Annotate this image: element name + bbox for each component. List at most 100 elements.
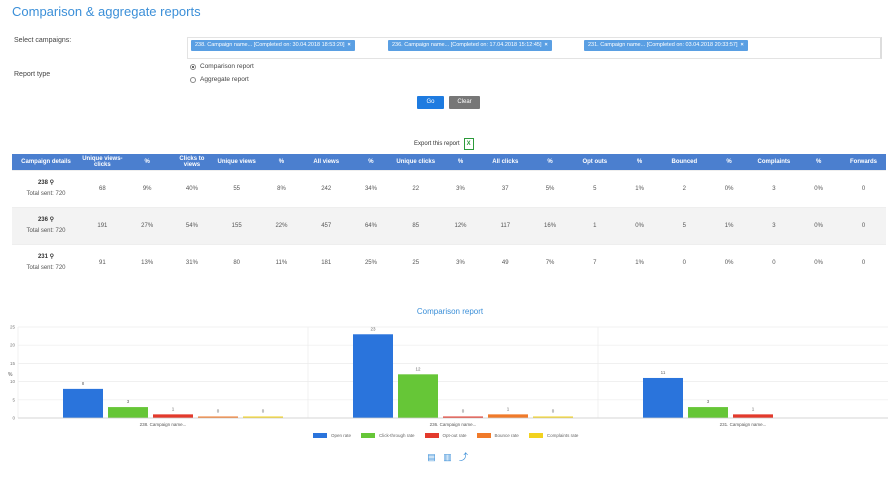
legend-item[interactable]: Bounce rate bbox=[476, 433, 519, 438]
magnifier-icon[interactable]: ⚲ bbox=[49, 217, 55, 223]
column-header: % bbox=[348, 154, 394, 171]
column-header: % bbox=[706, 154, 752, 171]
table-cell: 242 bbox=[303, 170, 349, 208]
campaign-id[interactable]: 238 ⚲ bbox=[37, 180, 55, 186]
total-sent: Total sent: 720 bbox=[26, 265, 66, 271]
data-label: 3 bbox=[707, 399, 710, 404]
column-header: Forwards bbox=[841, 154, 886, 171]
y-tick-label: 5 bbox=[12, 397, 15, 402]
table-cell: 0 bbox=[661, 244, 707, 281]
bar bbox=[443, 416, 483, 418]
legend-swatch bbox=[424, 433, 439, 438]
column-header: % bbox=[527, 154, 573, 171]
table-cell: 1% bbox=[706, 207, 752, 245]
column-header: % bbox=[438, 154, 483, 171]
chart-view-icons: ▤ ▥ ⤴ bbox=[427, 452, 475, 462]
table-cell: 1% bbox=[617, 170, 662, 208]
legend-swatch bbox=[476, 433, 491, 438]
table-cell: 31% bbox=[169, 244, 215, 281]
data-label: 23 bbox=[370, 326, 376, 331]
table-cell: 22% bbox=[259, 207, 304, 245]
clear-button[interactable]: Clear bbox=[449, 96, 480, 109]
remove-tag-icon[interactable]: × bbox=[347, 42, 351, 48]
document-icon[interactable]: ▤ bbox=[427, 452, 436, 462]
table-cell: 457 bbox=[303, 207, 349, 245]
report-type-label: Report type bbox=[14, 71, 51, 78]
line-chart-icon[interactable]: ⤴ bbox=[459, 452, 469, 462]
go-button[interactable]: Go bbox=[417, 96, 444, 109]
bar bbox=[533, 416, 573, 418]
bar bbox=[243, 416, 283, 418]
bar bbox=[63, 388, 103, 418]
table-cell: 12% bbox=[438, 207, 483, 245]
remove-tag-icon[interactable]: × bbox=[740, 42, 744, 48]
y-axis-label: % bbox=[8, 372, 13, 378]
table-cell: 181 bbox=[303, 244, 349, 281]
table-row: 236 ⚲ Total sent: 720 191 27% 54% 155 22% 457 64… bbox=[12, 207, 886, 245]
table-cell: 13% bbox=[124, 244, 170, 281]
data-label: 0 bbox=[462, 409, 465, 414]
legend-label: Open rate bbox=[331, 433, 352, 438]
magnifier-icon[interactable]: ⚲ bbox=[49, 180, 55, 186]
data-label: 1 bbox=[507, 406, 510, 411]
total-sent: Total sent: 720 bbox=[26, 228, 66, 234]
legend-item[interactable]: Complaints rate bbox=[528, 433, 578, 438]
column-header: Unique views bbox=[214, 154, 260, 171]
table-row: 231 ⚲ Total sent: 720 91 13% 31% 80 11% 181 25% 2… bbox=[12, 244, 886, 281]
campaign-id[interactable]: 231 ⚲ bbox=[37, 254, 55, 260]
x-tick-label: 236. Campaign name... bbox=[430, 422, 477, 427]
table-header-row: Campaign details Unique views-clicks% Clic… bbox=[12, 154, 886, 171]
radio-aggregate-report[interactable]: Aggregate report bbox=[190, 76, 249, 83]
column-header: Clicks to views bbox=[169, 154, 215, 171]
legend-item[interactable]: Opt-out rate bbox=[424, 433, 467, 438]
radio-comparison-report[interactable]: Comparison report bbox=[190, 63, 254, 70]
bar bbox=[108, 407, 148, 418]
campaign-tag: 236. Campaign name... [Completed on: 17.… bbox=[388, 40, 552, 51]
excel-export-icon[interactable]: X bbox=[463, 138, 474, 150]
magnifier-icon[interactable]: ⚲ bbox=[49, 254, 55, 260]
campaign-details-cell: 231 ⚲ Total sent: 720 bbox=[12, 244, 80, 281]
campaign-id[interactable]: 236 ⚲ bbox=[37, 217, 55, 223]
y-tick-label: 15 bbox=[10, 361, 16, 366]
table-cell: 0 bbox=[841, 244, 886, 281]
table-cell: 37 bbox=[482, 170, 528, 208]
legend-label: Click-through rate bbox=[379, 433, 415, 438]
table-cell: 0% bbox=[706, 170, 752, 208]
campaign-select-input[interactable]: 238. Campaign name... [Completed on: 30.… bbox=[187, 37, 882, 59]
bar-chart-icon[interactable]: ▥ bbox=[443, 452, 452, 462]
bar bbox=[153, 414, 193, 418]
table-cell: 80 bbox=[214, 244, 260, 281]
page-title: Comparison & aggregate reports bbox=[12, 4, 201, 19]
legend-label: Bounce rate bbox=[494, 433, 519, 438]
data-label: 1 bbox=[172, 406, 175, 411]
column-header: % bbox=[259, 154, 304, 171]
radio-unchecked-icon bbox=[190, 76, 196, 83]
table-cell: 25% bbox=[348, 244, 394, 281]
table-cell: 3 bbox=[751, 170, 797, 208]
column-header: All clicks bbox=[482, 154, 528, 171]
table-cell: 8% bbox=[259, 170, 304, 208]
table-cell: 117 bbox=[482, 207, 528, 245]
column-header: % bbox=[124, 154, 170, 171]
table-cell: 34% bbox=[348, 170, 394, 208]
report-table: Campaign details Unique views-clicks% Clic… bbox=[12, 154, 886, 281]
radio-checked-icon bbox=[190, 63, 196, 70]
data-label: 12 bbox=[415, 366, 421, 371]
bar bbox=[643, 377, 683, 418]
table-cell: 0% bbox=[796, 244, 842, 281]
data-label: 11 bbox=[661, 370, 666, 375]
legend-item[interactable]: Open rate bbox=[313, 433, 351, 438]
table-cell: 5% bbox=[527, 170, 573, 208]
bar bbox=[353, 334, 393, 418]
chart-legend: Open rate Click-through rate Opt-out rate B… bbox=[313, 433, 588, 438]
column-header: Campaign details bbox=[12, 154, 80, 171]
legend-item[interactable]: Click-through rate bbox=[361, 433, 415, 438]
x-tick-label: 238. Campaign name... bbox=[140, 422, 187, 427]
remove-tag-icon[interactable]: × bbox=[544, 42, 548, 48]
data-label: 1 bbox=[752, 406, 755, 411]
data-label: 0 bbox=[217, 409, 220, 414]
table-cell: 22 bbox=[393, 170, 439, 208]
table-cell: 3 bbox=[751, 207, 797, 245]
table-cell: 55 bbox=[214, 170, 260, 208]
